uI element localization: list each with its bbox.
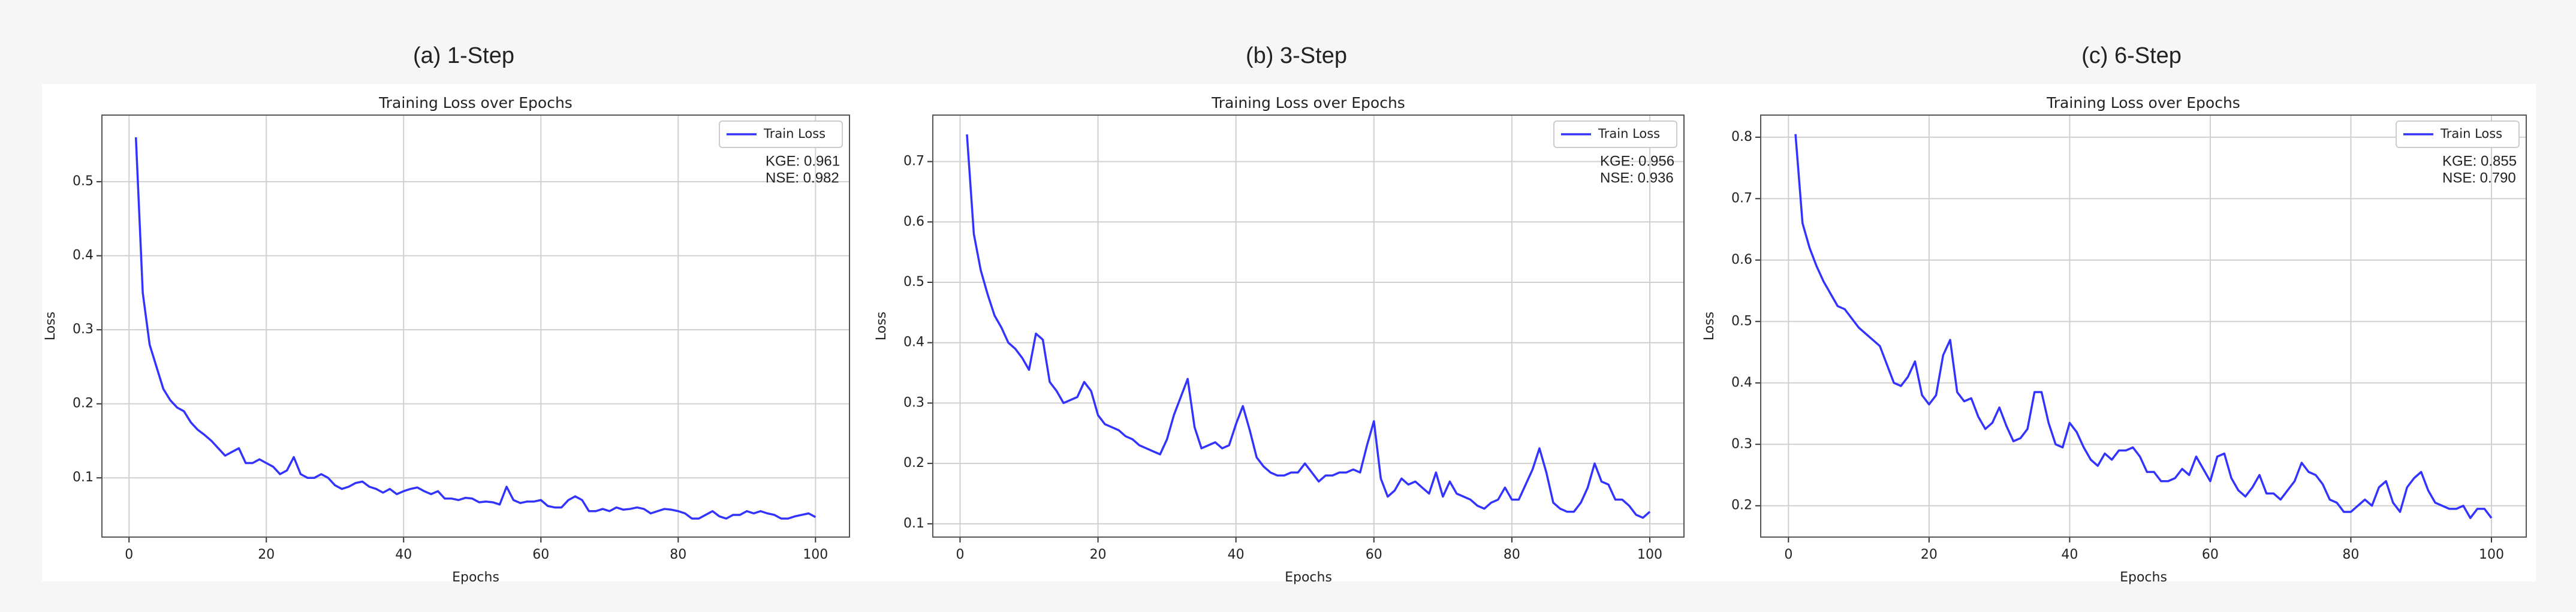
y-tick-label: 0.4 <box>1731 375 1752 390</box>
plot-border <box>101 114 850 538</box>
x-tick-label: 40 <box>1228 547 1245 562</box>
plot-border <box>932 114 1685 538</box>
x-tick-label: 80 <box>2342 547 2359 562</box>
metric-annotation: NSE: 0.982 <box>766 170 839 186</box>
x-tick-label: 20 <box>1090 547 1107 562</box>
x-tick-label: 0 <box>125 547 133 562</box>
loss-line <box>1794 134 2493 519</box>
plot-area <box>932 114 1685 538</box>
legend-box <box>719 120 843 148</box>
legend-label: Train Loss <box>763 126 825 141</box>
metric-annotation: KGE: 0.961 <box>766 153 840 169</box>
loss-line <box>966 134 1651 519</box>
x-axis-label: Epochs <box>1285 570 1332 585</box>
y-tick-label: 0.2 <box>1731 498 1752 513</box>
x-tick-label: 60 <box>532 547 549 562</box>
y-axis-label: Loss <box>1702 312 1717 340</box>
y-tick-label: 0.4 <box>73 248 94 263</box>
y-tick-label: 0.1 <box>903 516 924 531</box>
x-axis-label: Epochs <box>2120 570 2167 585</box>
panel-label: (b) 3-Step <box>1246 43 1347 68</box>
y-tick-label: 0.3 <box>903 395 924 410</box>
legend-label: Train Loss <box>1598 126 1660 141</box>
y-tick-label: 0.3 <box>73 322 94 337</box>
y-tick-label: 0.1 <box>73 470 94 485</box>
y-tick-label: 0.5 <box>903 275 924 290</box>
x-tick-label: 20 <box>1921 547 1938 562</box>
metric-annotation: KGE: 0.956 <box>1600 153 1674 169</box>
x-tick-label: 20 <box>258 547 275 562</box>
y-tick-label: 0.7 <box>1731 191 1752 206</box>
x-axis-label: Epochs <box>452 570 499 585</box>
x-tick-label: 40 <box>395 547 412 562</box>
x-tick-label: 40 <box>2061 547 2078 562</box>
chart-title: Training Loss over Epochs <box>2046 94 2240 111</box>
legend-label: Train Loss <box>2440 126 2502 141</box>
chart-title: Training Loss over Epochs <box>1211 94 1405 111</box>
metric-annotation: KGE: 0.855 <box>2442 153 2517 169</box>
y-axis-label: Loss <box>874 312 889 340</box>
x-tick-label: 100 <box>2479 547 2504 562</box>
legend-box <box>1553 120 1677 148</box>
y-tick-label: 0.3 <box>1731 436 1752 451</box>
y-tick-label: 0.6 <box>1731 252 1752 267</box>
panel-label: (c) 6-Step <box>2081 43 2182 68</box>
x-tick-label: 60 <box>2202 547 2219 562</box>
x-tick-label: 0 <box>1784 547 1792 562</box>
x-tick-label: 80 <box>670 547 686 562</box>
y-axis-label: Loss <box>43 312 58 340</box>
plot-border <box>1760 114 2527 538</box>
chart-title: Training Loss over Epochs <box>378 94 573 111</box>
x-tick-label: 100 <box>803 547 828 562</box>
x-tick-label: 60 <box>1366 547 1382 562</box>
y-tick-label: 0.5 <box>73 174 94 189</box>
y-tick-label: 0.8 <box>1731 129 1752 144</box>
legend-box <box>2396 120 2520 148</box>
metric-annotation: NSE: 0.936 <box>1600 170 1674 186</box>
x-tick-label: 0 <box>956 547 964 562</box>
x-tick-label: 100 <box>1637 547 1662 562</box>
loss-line <box>134 137 817 520</box>
y-tick-label: 0.4 <box>903 335 924 350</box>
y-tick-label: 0.5 <box>1731 313 1752 328</box>
y-tick-label: 0.6 <box>903 214 924 229</box>
x-tick-label: 80 <box>1504 547 1520 562</box>
y-tick-label: 0.7 <box>903 154 924 169</box>
y-tick-label: 0.2 <box>73 396 94 411</box>
y-tick-label: 0.2 <box>903 456 924 471</box>
panel-label: (a) 1-Step <box>413 43 514 68</box>
plot-area <box>101 114 850 538</box>
plot-area <box>1760 114 2527 538</box>
metric-annotation: NSE: 0.790 <box>2442 170 2516 186</box>
